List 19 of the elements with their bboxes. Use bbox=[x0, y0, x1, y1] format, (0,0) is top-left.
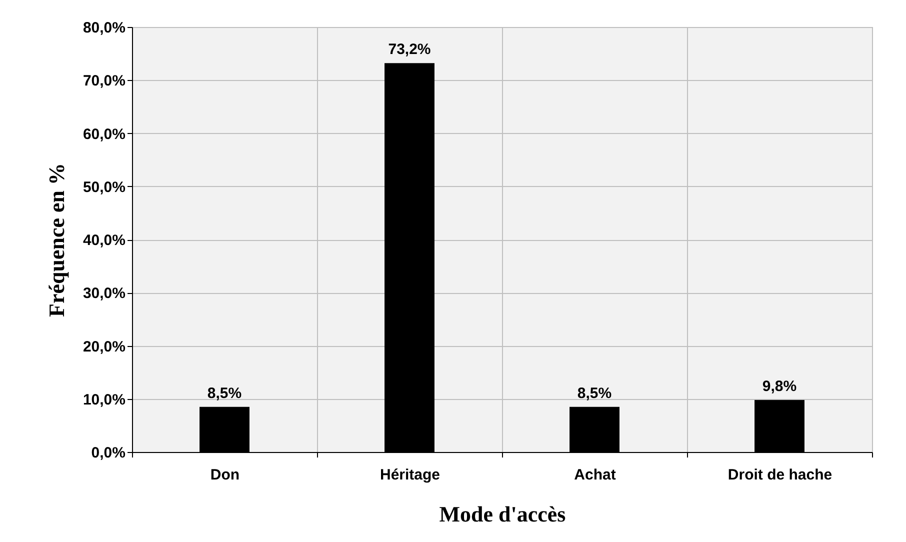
y-tick-label: 0,0% bbox=[91, 444, 126, 462]
y-axis-title: Fréquence en % bbox=[44, 163, 69, 317]
x-tick-label: Achat bbox=[574, 466, 616, 484]
x-tick-label: Héritage bbox=[380, 466, 440, 484]
data-label: 8,5% bbox=[207, 384, 242, 402]
y-tick-label: 80,0% bbox=[82, 20, 126, 36]
y-tick-label: 30,0% bbox=[82, 285, 126, 302]
y-tick-label: 60,0% bbox=[82, 126, 126, 143]
y-tick-label: 50,0% bbox=[82, 178, 126, 196]
x-tick-label: Don bbox=[210, 466, 240, 484]
data-label: 9,8% bbox=[762, 378, 797, 395]
x-tick-label: Droit de hache bbox=[728, 466, 832, 484]
data-label: 73,2% bbox=[388, 41, 431, 58]
y-tick-label: 40,0% bbox=[82, 232, 126, 249]
y-tick-label: 20,0% bbox=[82, 338, 126, 356]
y-tick-label: 70,0% bbox=[82, 72, 126, 90]
y-tick-label: 10,0% bbox=[82, 391, 126, 408]
data-label: 8,5% bbox=[577, 384, 612, 402]
x-axis-title: Mode d'accès bbox=[439, 502, 566, 526]
